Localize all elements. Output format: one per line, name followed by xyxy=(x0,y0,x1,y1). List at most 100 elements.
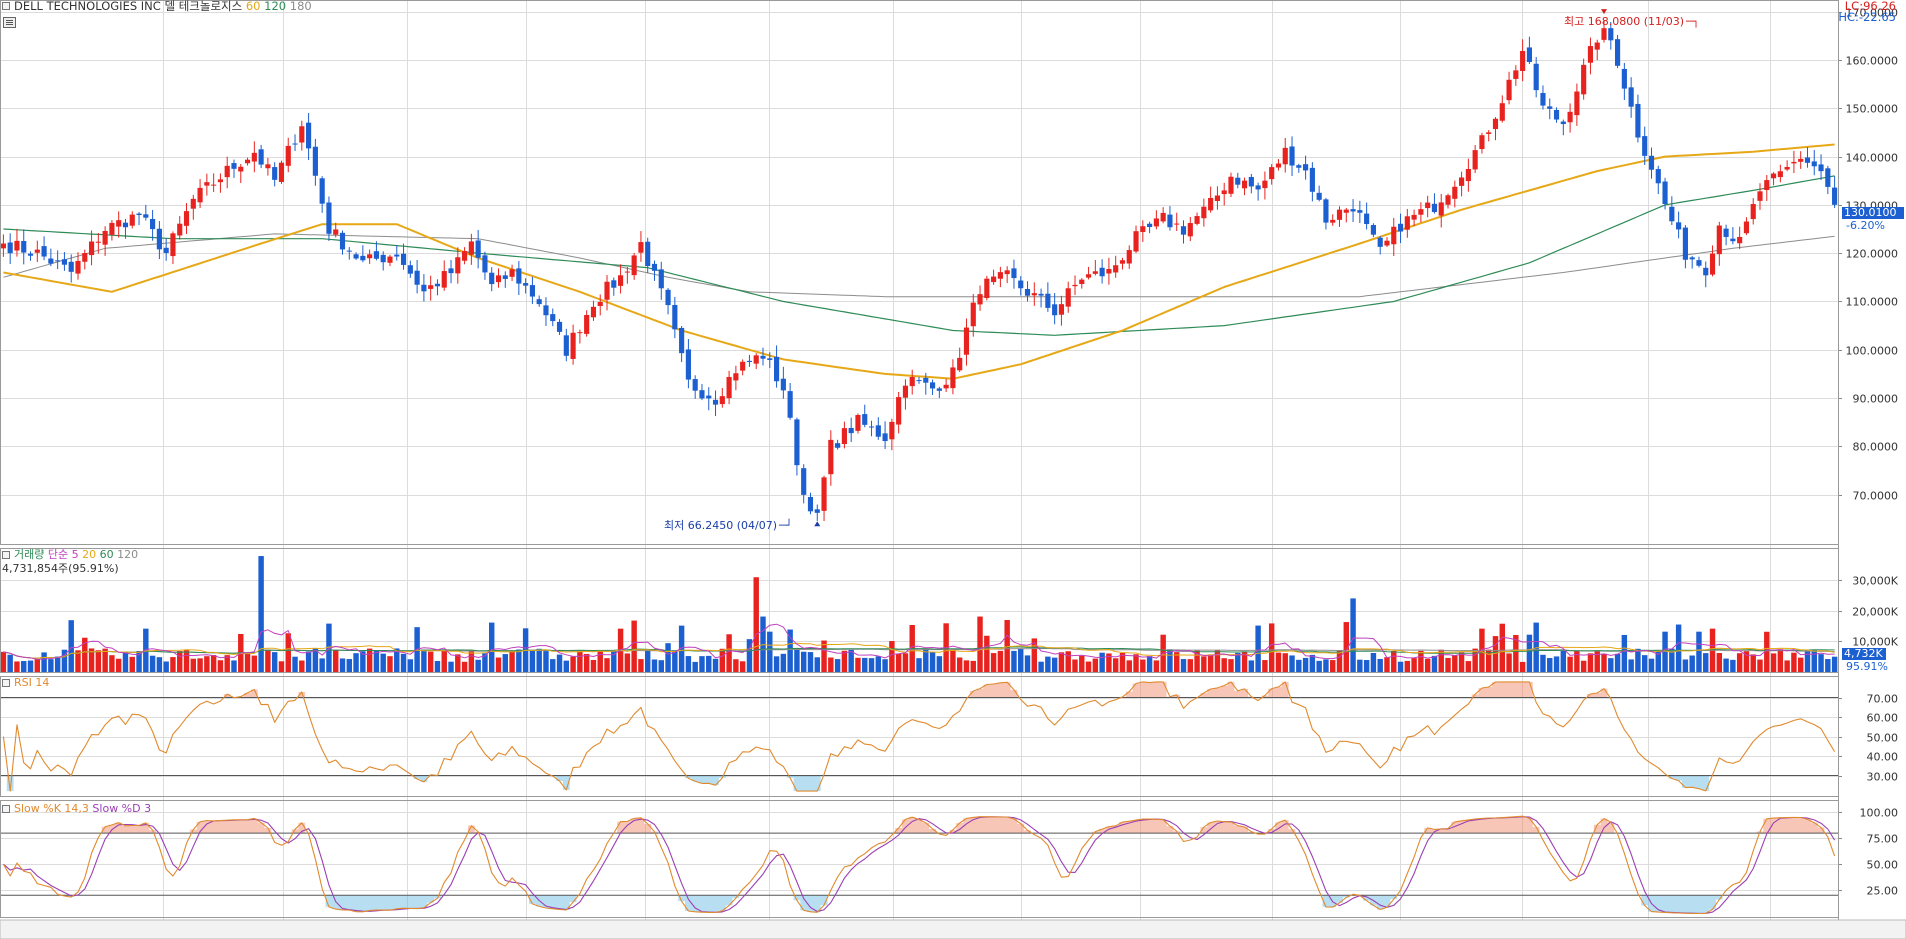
candle-body xyxy=(1499,103,1505,121)
candle-body xyxy=(122,222,129,228)
candle-body xyxy=(862,414,868,425)
ma120-label: 120 xyxy=(264,0,287,13)
candle-body xyxy=(1377,237,1383,247)
rsi-tick-label: 50.00 xyxy=(1867,732,1899,745)
candle-body xyxy=(1425,202,1431,209)
volume-bar xyxy=(712,658,719,672)
candle-body xyxy=(448,268,454,274)
candle-body xyxy=(726,376,732,399)
candle-body xyxy=(462,251,468,261)
candle-body xyxy=(183,211,190,226)
candle-body xyxy=(1513,70,1519,79)
volume-bar xyxy=(1085,661,1092,672)
candle-body xyxy=(1520,50,1526,72)
stoch-tick-label: 100.00 xyxy=(1860,807,1899,820)
candle-body xyxy=(1770,173,1777,179)
ma120-line xyxy=(3,175,1835,336)
volume-bar xyxy=(1804,650,1811,672)
candle-body xyxy=(136,213,142,216)
candle-body xyxy=(1621,68,1627,89)
candle-body xyxy=(1255,185,1261,190)
candle-body xyxy=(889,421,895,440)
candle-body xyxy=(1174,223,1180,225)
rsi-settings-icon[interactable] xyxy=(2,678,10,687)
volume-bar xyxy=(1221,658,1227,672)
volume-bar xyxy=(75,650,81,672)
volume-bar xyxy=(1391,650,1397,672)
volume-bar xyxy=(495,657,502,672)
candle-body xyxy=(1696,260,1702,266)
vol-ma20-line xyxy=(3,642,1835,659)
volume-bar xyxy=(346,659,353,672)
volume-bar xyxy=(889,641,895,672)
rsi-tick-label: 30.00 xyxy=(1867,771,1899,784)
volume-bar xyxy=(1797,657,1804,672)
volume-bar xyxy=(34,659,41,672)
volume-bar xyxy=(170,657,176,672)
volume-bar xyxy=(400,653,407,672)
volume-bar xyxy=(1282,653,1288,672)
candle-body xyxy=(706,395,712,399)
volume-bar xyxy=(1174,652,1180,672)
stoch-settings-icon[interactable] xyxy=(2,804,10,813)
candle-body xyxy=(1296,165,1302,168)
grid-menu-icon[interactable] xyxy=(3,17,16,28)
candle-body xyxy=(1391,226,1397,245)
volume-bar xyxy=(1214,650,1221,672)
volume-bar xyxy=(461,661,468,672)
volume-bar xyxy=(231,660,237,672)
volume-bar xyxy=(1492,636,1499,672)
candle-body xyxy=(916,380,922,382)
volume-bar xyxy=(780,653,787,672)
volume-bar xyxy=(963,660,970,672)
candle-body xyxy=(1587,46,1594,63)
volume-bar xyxy=(773,656,780,672)
volume-bar xyxy=(563,660,570,672)
volume-bar xyxy=(719,648,726,672)
candle-body xyxy=(1553,109,1560,120)
candle-body xyxy=(943,384,949,389)
volume-bar xyxy=(1133,654,1139,672)
volume-bar xyxy=(27,660,34,672)
candle-body xyxy=(1804,157,1811,163)
candle-body xyxy=(170,233,176,257)
candle-body xyxy=(1052,304,1058,316)
candle-body xyxy=(1275,163,1282,168)
volume-bar xyxy=(1180,659,1187,672)
volume-bar xyxy=(448,661,454,672)
volume-bar xyxy=(1458,652,1465,672)
candle-body xyxy=(292,143,298,145)
ma180-label: 180 xyxy=(289,0,312,13)
candle-body xyxy=(373,251,379,259)
panel-settings-icon[interactable] xyxy=(2,2,10,10)
volume-bar xyxy=(7,654,13,672)
candle-body xyxy=(1113,265,1119,273)
volume-bar xyxy=(1045,656,1051,672)
candle-body xyxy=(177,223,183,236)
volume-settings-icon[interactable] xyxy=(2,550,10,559)
candle-body xyxy=(400,253,407,265)
volume-bar xyxy=(611,650,617,672)
volume-bar xyxy=(271,652,278,672)
vol-ma120-label: 120 xyxy=(117,548,139,561)
candle-body xyxy=(1079,279,1085,285)
volume-bar xyxy=(136,650,142,672)
volume-bar xyxy=(109,655,115,672)
candle-body xyxy=(7,242,13,254)
volume-bar xyxy=(1662,631,1668,672)
volume-bar xyxy=(794,649,800,672)
volume-bar xyxy=(651,659,658,672)
candle-body xyxy=(665,289,671,306)
volume-bar xyxy=(1079,655,1085,672)
volume-bar xyxy=(1262,660,1268,672)
volume-panel-header: 거래량 단순 5 20 60 120 xyxy=(0,548,138,561)
volume-bar xyxy=(1547,658,1553,672)
candle-body xyxy=(14,240,20,251)
price-tick-label: 90.0000 xyxy=(1853,393,1899,406)
volume-bar xyxy=(1051,657,1058,672)
volume-bar xyxy=(1377,658,1383,672)
volume-bar xyxy=(1207,654,1214,672)
candle-body xyxy=(787,391,793,418)
candle-body xyxy=(1221,190,1227,195)
